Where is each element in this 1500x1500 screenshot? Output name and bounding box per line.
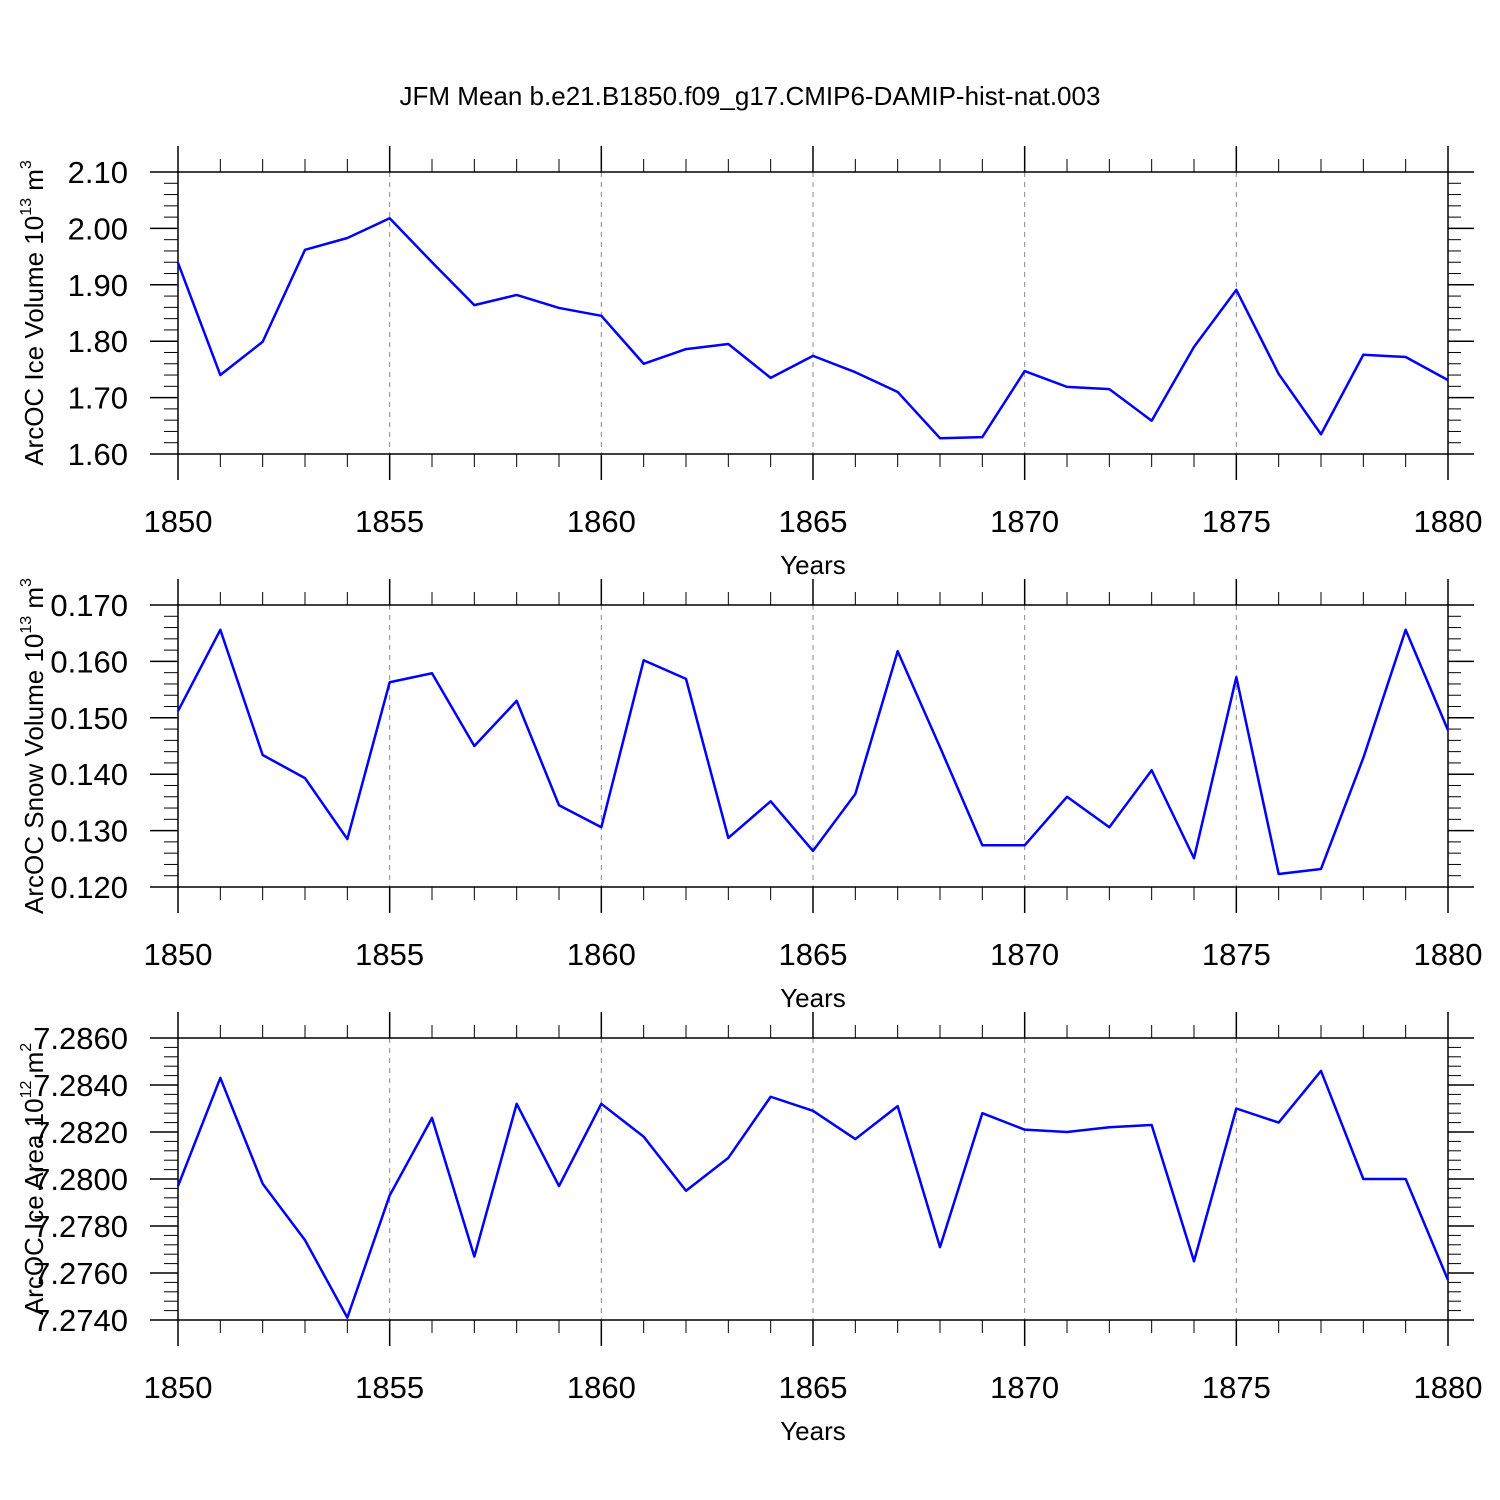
x-axis-title: Years bbox=[780, 550, 846, 580]
x-tick-label: 1870 bbox=[990, 504, 1059, 539]
y-axis-title: ArcOC Snow Volume 1013 m3 bbox=[18, 578, 49, 914]
y-tick-label: 7.2740 bbox=[33, 1303, 128, 1338]
y-tick-label: 0.140 bbox=[50, 757, 128, 792]
y-axis-title: ArcOC Ice Area 1012 m2 bbox=[18, 1043, 49, 1315]
data-line bbox=[176, 217, 1449, 440]
y-axis-title-exponent: 12 bbox=[18, 1081, 35, 1099]
y-axis-title-exponent: 2 bbox=[18, 1043, 35, 1052]
x-tick-label: 1875 bbox=[1202, 504, 1271, 539]
y-tick-label: 1.90 bbox=[68, 268, 128, 303]
x-tick-label: 1860 bbox=[567, 504, 636, 539]
x-tick-label: 1870 bbox=[990, 1370, 1059, 1405]
y-axis-title-part: m bbox=[19, 587, 49, 616]
x-tick-label: 1850 bbox=[144, 504, 213, 539]
x-axis-title: Years bbox=[780, 983, 846, 1013]
y-axis-title-part: m bbox=[19, 1052, 49, 1081]
y-axis-title: ArcOC Ice Volume 1013 m3 bbox=[18, 160, 49, 466]
x-tick-label: 1865 bbox=[779, 937, 848, 972]
x-tick-label: 1855 bbox=[355, 504, 424, 539]
y-tick-label: 7.2760 bbox=[33, 1256, 128, 1291]
x-tick-label: 1880 bbox=[1414, 504, 1483, 539]
data-line bbox=[176, 1069, 1450, 1319]
y-tick-label: 0.130 bbox=[50, 814, 128, 849]
y-axis-title-exponent: 13 bbox=[18, 616, 35, 634]
y-tick-label: 1.70 bbox=[68, 381, 128, 416]
x-tick-label: 1880 bbox=[1414, 1370, 1483, 1405]
x-tick-label: 1880 bbox=[1414, 937, 1483, 972]
x-tick-label: 1875 bbox=[1202, 1370, 1271, 1405]
y-axis-title-exponent: 3 bbox=[18, 160, 35, 169]
y-tick-label: 2.10 bbox=[68, 155, 128, 190]
plot-frame bbox=[177, 171, 1449, 455]
y-axis-title-part: ArcOC Ice Area 10 bbox=[19, 1098, 49, 1315]
y-tick-label: 0.120 bbox=[50, 870, 128, 905]
x-tick-label: 1860 bbox=[567, 1370, 636, 1405]
x-tick-label: 1865 bbox=[779, 504, 848, 539]
y-tick-label: 2.00 bbox=[68, 211, 128, 246]
x-tick-label: 1870 bbox=[990, 937, 1059, 972]
y-tick-label: 7.2860 bbox=[33, 1021, 128, 1056]
data-line bbox=[176, 628, 1450, 876]
x-tick-label: 1850 bbox=[144, 1370, 213, 1405]
y-tick-label: 1.60 bbox=[68, 437, 128, 472]
plot-frame bbox=[177, 604, 1449, 888]
x-tick-label: 1855 bbox=[355, 1370, 424, 1405]
y-tick-label: 7.2840 bbox=[33, 1068, 128, 1103]
x-tick-label: 1850 bbox=[144, 937, 213, 972]
x-tick-label: 1875 bbox=[1202, 937, 1271, 972]
y-tick-label: 1.80 bbox=[68, 324, 128, 359]
y-tick-label: 7.2800 bbox=[33, 1162, 128, 1197]
y-axis-title-part: m bbox=[19, 169, 49, 198]
x-axis-title: Years bbox=[780, 1416, 846, 1446]
y-axis-title-part: ArcOC Snow Volume 10 bbox=[19, 634, 49, 914]
y-tick-label: 7.2780 bbox=[33, 1209, 128, 1244]
y-tick-label: 0.150 bbox=[50, 701, 128, 736]
y-tick-label: 7.2820 bbox=[33, 1115, 128, 1150]
y-tick-label: 0.170 bbox=[50, 588, 128, 623]
y-axis-title-part: ArcOC Ice Volume 10 bbox=[19, 216, 49, 466]
plot-frame bbox=[177, 1037, 1449, 1321]
x-tick-label: 1855 bbox=[355, 937, 424, 972]
y-axis-title-exponent: 3 bbox=[18, 578, 35, 587]
x-tick-label: 1860 bbox=[567, 937, 636, 972]
y-tick-label: 0.160 bbox=[50, 644, 128, 679]
y-axis-title-exponent: 13 bbox=[18, 198, 35, 216]
chart-title: JFM Mean b.e21.B1850.f09_g17.CMIP6-DAMIP… bbox=[400, 81, 1101, 111]
x-tick-label: 1865 bbox=[779, 1370, 848, 1405]
